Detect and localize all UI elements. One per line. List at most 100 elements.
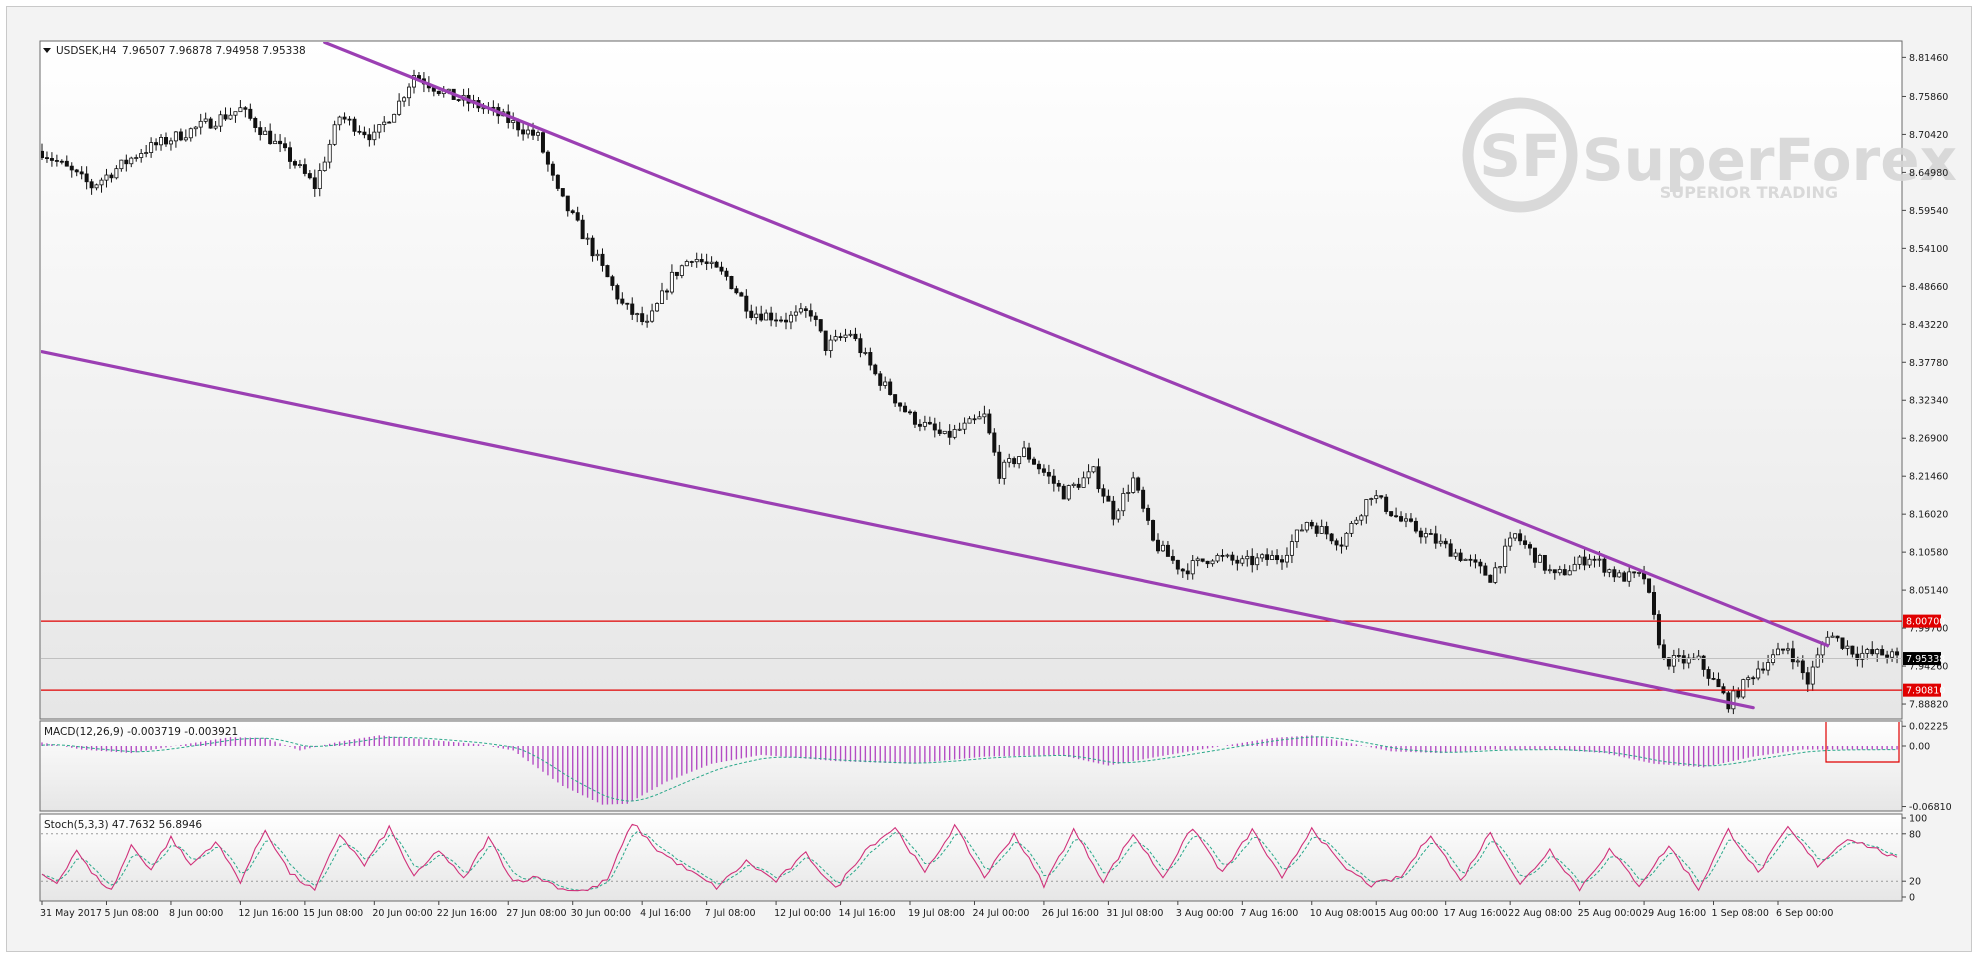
candle <box>803 306 808 318</box>
candle <box>937 421 942 436</box>
candle <box>1384 494 1389 515</box>
candle <box>372 124 377 146</box>
candle <box>1399 511 1404 523</box>
candle <box>1523 535 1528 549</box>
level-tag-label: 8.00700 <box>1906 617 1945 628</box>
trendline-lower[interactable] <box>41 350 1755 710</box>
time-tick-label: 22 Aug 08:00 <box>1508 908 1572 919</box>
candle <box>94 183 99 191</box>
candle <box>1160 540 1165 552</box>
candle <box>997 444 1002 484</box>
candle <box>337 115 342 131</box>
candle <box>1751 675 1756 685</box>
time-tick-label: 29 Aug 16:00 <box>1642 908 1706 919</box>
price-tick-label: 7.99700 <box>1909 624 1948 635</box>
candle <box>788 311 793 330</box>
candle <box>615 283 620 305</box>
candle <box>1007 453 1012 468</box>
macd-histogram <box>41 735 1898 805</box>
candle <box>1250 548 1255 573</box>
candle <box>1860 645 1865 668</box>
candle <box>1473 554 1478 569</box>
candle <box>1661 639 1666 661</box>
candle <box>218 110 223 132</box>
candle <box>1299 524 1304 532</box>
candle <box>536 130 541 142</box>
candle <box>129 156 134 168</box>
candle <box>1116 508 1121 523</box>
level-tag <box>1903 683 1941 697</box>
time-tick-label: 27 Jun 08:00 <box>506 908 566 919</box>
collapse-triangle-icon[interactable] <box>43 48 51 53</box>
candle <box>734 285 739 295</box>
price-tick-label: 8.10580 <box>1909 548 1948 559</box>
candle <box>362 126 367 139</box>
candle <box>1537 553 1542 563</box>
price-tick-label: 8.70420 <box>1909 130 1948 141</box>
candle <box>1815 647 1820 668</box>
price-tick-label: 8.26900 <box>1909 434 1948 445</box>
superforex-watermark: SF SuperForex SUPERIOR TRADING <box>1462 97 1957 213</box>
candle <box>1284 547 1289 568</box>
candle <box>655 302 660 312</box>
watermark-brand: SuperForex <box>1582 126 1957 194</box>
candle <box>1413 517 1418 534</box>
candle <box>769 306 774 327</box>
time-tick-label: 14 Jul 16:00 <box>839 908 896 919</box>
price-tick-label: 8.43220 <box>1909 320 1948 331</box>
candle <box>1061 483 1066 500</box>
candle <box>669 264 674 295</box>
time-tick-label: 17 Aug 16:00 <box>1444 908 1508 919</box>
candle <box>779 316 784 323</box>
candle <box>99 177 104 193</box>
candle <box>1146 504 1151 526</box>
candle <box>813 312 818 327</box>
price-tick-label: 8.37780 <box>1909 358 1948 369</box>
stoch-tick-label: 0 <box>1909 893 1915 904</box>
svg-text:SF: SF <box>1479 122 1560 190</box>
candle <box>1582 549 1587 571</box>
candle <box>1245 550 1250 567</box>
time-tick-label: 5 Jun 08:00 <box>104 908 158 919</box>
candle <box>1617 569 1622 578</box>
price-tick-label: 8.16020 <box>1909 510 1948 521</box>
price-panel[interactable] <box>39 40 1903 720</box>
candle <box>818 319 823 333</box>
candle <box>44 151 49 163</box>
candle <box>575 206 580 222</box>
candle <box>625 302 630 310</box>
candle <box>640 306 645 326</box>
candle <box>64 155 69 167</box>
candle <box>967 416 972 424</box>
candle <box>545 150 550 172</box>
macd-label: MACD(12,26,9) -0.003719 -0.003921 <box>44 726 238 738</box>
candle <box>580 214 585 240</box>
candle <box>1845 640 1850 656</box>
candle <box>833 329 838 342</box>
ohlc-readout: 7.96507 7.96878 7.94958 7.95338 <box>122 45 306 57</box>
candle <box>387 120 392 124</box>
candle <box>1210 559 1215 567</box>
candle <box>1513 533 1518 542</box>
candle <box>377 124 382 139</box>
candle <box>223 107 228 121</box>
candle <box>1240 555 1245 567</box>
candle <box>243 106 248 118</box>
candle <box>868 347 873 371</box>
candle <box>1185 563 1190 580</box>
candle <box>1488 574 1493 583</box>
candle <box>927 416 932 425</box>
candle <box>848 330 853 338</box>
horizontal-levels: 8.00700 7.90810 7.95338 <box>41 614 1945 697</box>
stoch-panel[interactable] <box>39 813 1903 902</box>
candle <box>1855 646 1860 667</box>
macd-axis: 0.02225 0.00 -0.06810 <box>1902 722 1952 813</box>
candle <box>947 424 952 445</box>
macd-panel[interactable] <box>39 720 1903 812</box>
candle <box>982 405 987 424</box>
candle <box>1885 650 1890 664</box>
time-tick-label: 1 Sep 08:00 <box>1712 908 1769 919</box>
trendline-upper[interactable] <box>323 42 1830 648</box>
candle <box>957 422 962 432</box>
